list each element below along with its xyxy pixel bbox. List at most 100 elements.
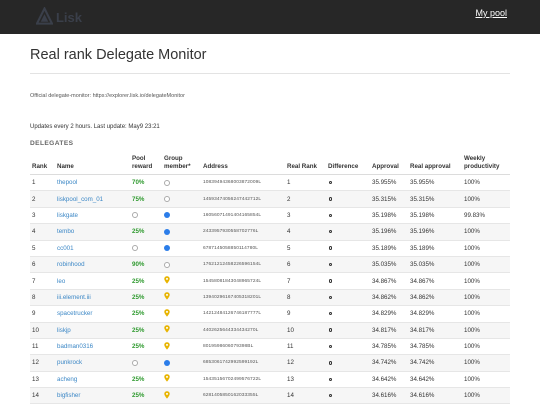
real-rank-cell: 8 [285,289,326,307]
header-difference: Difference [326,155,370,175]
name-cell: liskpool_com_01 [55,190,130,208]
pool-reward-cell: 25% [130,223,162,241]
rank-cell: 14 [30,387,55,405]
rank-cell: 6 [30,256,55,274]
approval-cell: 34.862% [370,289,408,307]
difference-cell [326,272,370,290]
name-cell: bigfisher [55,387,130,405]
header-address: Address [201,155,285,175]
productivity-cell: 100% [462,338,510,356]
delegate-link[interactable]: spacetrucker [57,310,93,318]
name-cell: iii.element.iii [55,289,130,307]
address-cell: 14212484126746187777L [201,305,285,323]
delegate-link[interactable]: robinhood [57,261,85,269]
lisk-logo[interactable]: Lisk [36,6,82,28]
difference-dot-icon [329,180,333,185]
table-row: 1 thepool 70% 10839494368003872009L 1 35.955%… [30,174,510,192]
productivity-cell: 100% [462,322,510,339]
name-cell: leo [55,272,130,290]
table-row: 9 spacetrucker 25% 14212484126746187777L 9 34… [30,305,510,323]
productivity-cell: 100% [462,272,510,290]
delegate-link[interactable]: tembo [57,228,75,236]
delegate-link[interactable]: leo [57,277,66,285]
real-rank-cell: 10 [285,322,326,339]
productivity-cell: 100% [462,305,510,323]
group-member-filled-icon [164,359,170,366]
productivity-cell: 100% [462,354,510,372]
table-body: 1 thepool 70% 10839494368003872009L 1 35.955%… [30,174,510,405]
approval-cell: 34.867% [370,272,408,290]
my-pool-link[interactable]: My pool [475,8,507,18]
table-row: 5 cc001 6787145058850114780L 5 35.189% 35.189… [30,240,510,257]
group-member-cell [162,305,201,323]
real-approval-cell: 34.616% [408,387,462,405]
delegate-link[interactable]: liskjp [57,326,71,334]
difference-dot-icon [329,246,333,250]
table-row: 2 liskpool_com_01 75% 14593474056247442712L… [30,190,510,208]
delegate-link[interactable]: liskgate [57,211,78,219]
group-member-pin-icon [164,374,170,384]
productivity-cell: 100% [462,174,510,192]
difference-cell [326,354,370,372]
table-row: 11 badman0316 25% 8019598606079398BL 11 34.78… [30,338,510,356]
real-rank-cell: 5 [285,240,326,257]
difference-dot-icon [329,197,333,201]
delegate-link[interactable]: badman0316 [57,343,94,351]
real-rank-cell: 4 [285,223,326,241]
difference-cell [326,371,370,389]
difference-cell [326,322,370,339]
table-row: 8 iii.element.iii 25% 13940296167405318201L… [30,289,510,307]
address-cell: 16056071491404165854L [201,207,285,225]
approval-cell: 34.616% [370,387,408,405]
table-row: 12 punkrock 6853061742992599192L 12 34.742% 3… [30,354,510,372]
header-group-member: Group member* [162,155,201,175]
delegate-link[interactable]: iii.element.iii [57,293,91,301]
group-member-cell [162,256,201,274]
difference-cell [326,256,370,274]
table-row: 10 liskjp 25% 4402625644334434270L 10 34.817%… [30,322,510,339]
pool-reward-cell: 25% [130,338,162,356]
pool-reward-cell: 90% [130,256,162,274]
pool-reward-cell [130,354,162,372]
reward-value: 25% [132,277,145,285]
reward-value: 75% [132,195,145,203]
reward-value: 25% [132,375,145,383]
table-row: 7 leo 25% 15458081843048965724L 7 34.867% 34.8… [30,272,510,290]
delegate-link[interactable]: cc001 [57,244,74,252]
name-cell: liskjp [55,322,130,339]
group-member-cell [162,240,201,257]
productivity-cell: 100% [462,371,510,389]
delegate-link[interactable]: bigfisher [57,392,81,400]
difference-dot-icon [329,262,333,267]
header-rank: Rank [30,155,55,175]
name-cell: robinhood [55,256,130,274]
address-cell: 6853061742992599192L [201,354,285,372]
rank-cell: 13 [30,371,55,389]
approval-cell: 35.955% [370,174,408,192]
group-member-pin-icon [164,292,170,302]
header-approval: Approval [370,155,408,175]
difference-cell [326,305,370,323]
group-member-pin-icon [164,276,170,286]
approval-cell: 34.817% [370,322,408,339]
address-cell: 6281405850162033355L [201,387,285,405]
delegate-link[interactable]: punkrock [57,359,83,367]
group-member-pin-icon [164,309,170,319]
header-real-approval: Real approval [408,155,462,175]
name-cell: punkrock [55,354,130,372]
difference-dot-icon [329,295,333,299]
group-member-cell [162,174,201,192]
pool-reward-cell: 70% [130,174,162,192]
header-weekly-productivity: Weekly productivity [462,155,510,175]
delegate-link[interactable]: thepool [57,179,78,187]
delegate-link[interactable]: liskpool_com_01 [57,195,104,203]
rank-cell: 5 [30,240,55,257]
real-approval-cell: 34.642% [408,371,462,389]
productivity-cell: 100% [462,190,510,208]
divider [30,73,510,74]
difference-dot-icon [329,328,333,332]
name-cell: acheng [55,371,130,389]
group-member-empty-icon [164,195,170,202]
delegate-link[interactable]: acheng [57,375,78,383]
pool-reward-cell: 25% [130,272,162,290]
